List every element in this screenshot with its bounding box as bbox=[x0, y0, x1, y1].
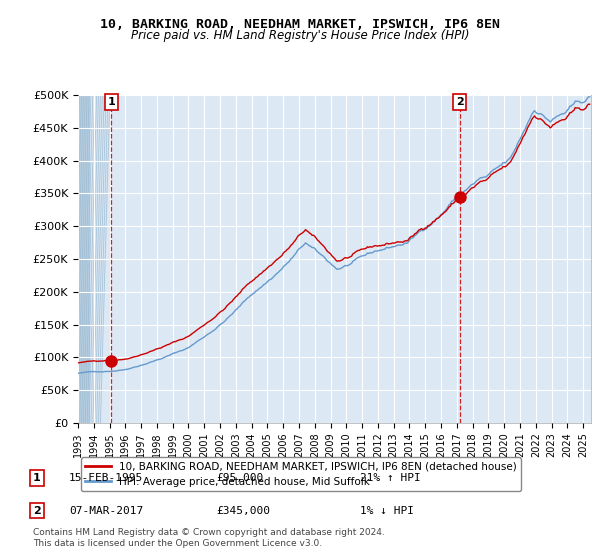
Text: Price paid vs. HM Land Registry's House Price Index (HPI): Price paid vs. HM Land Registry's House … bbox=[131, 29, 469, 42]
Text: Contains HM Land Registry data © Crown copyright and database right 2024.
This d: Contains HM Land Registry data © Crown c… bbox=[33, 528, 385, 548]
Text: 21% ↑ HPI: 21% ↑ HPI bbox=[360, 473, 421, 483]
Text: 2: 2 bbox=[33, 506, 41, 516]
Text: 1: 1 bbox=[33, 473, 41, 483]
Text: 10, BARKING ROAD, NEEDHAM MARKET, IPSWICH, IP6 8EN: 10, BARKING ROAD, NEEDHAM MARKET, IPSWIC… bbox=[100, 18, 500, 31]
Text: 2: 2 bbox=[455, 97, 463, 107]
Text: 1% ↓ HPI: 1% ↓ HPI bbox=[360, 506, 414, 516]
Text: 07-MAR-2017: 07-MAR-2017 bbox=[69, 506, 143, 516]
Bar bbox=[78, 95, 90, 423]
Text: 1: 1 bbox=[107, 97, 115, 107]
Legend: 10, BARKING ROAD, NEEDHAM MARKET, IPSWICH, IP6 8EN (detached house), HPI: Averag: 10, BARKING ROAD, NEEDHAM MARKET, IPSWIC… bbox=[80, 458, 521, 491]
Text: 15-FEB-1995: 15-FEB-1995 bbox=[69, 473, 143, 483]
Text: £95,000: £95,000 bbox=[216, 473, 263, 483]
Text: £345,000: £345,000 bbox=[216, 506, 270, 516]
